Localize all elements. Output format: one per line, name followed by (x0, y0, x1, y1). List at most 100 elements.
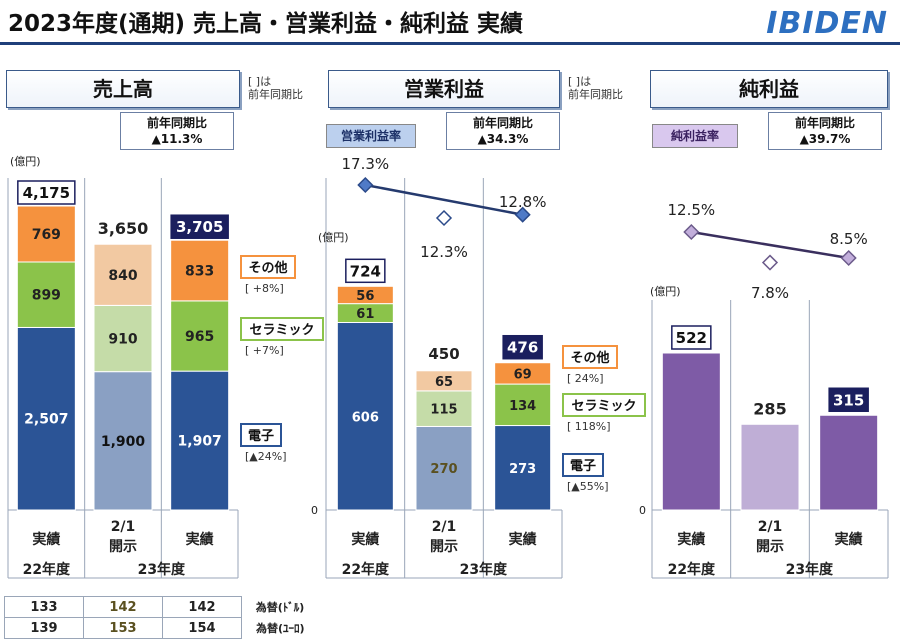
sales-bar-electronics (170, 370, 230, 511)
net-margin-point (840, 249, 857, 267)
sales-seg-ceramics-label: セラミック (249, 323, 314, 338)
sales-cat-label: 実績 (186, 531, 214, 548)
op-cat-label: 実績 (509, 531, 537, 548)
op-bar-value: 56 (356, 289, 374, 304)
op-cat-label: 実績 (351, 531, 379, 548)
sales-yoy-box: 前年同期比 ▲11.3% (120, 112, 234, 150)
net-cat-label: 開示 (756, 539, 784, 555)
net-margin-point (683, 223, 700, 241)
op-seg-other-yoy: [ 24%] (567, 372, 604, 385)
net-total-label: 285 (753, 399, 786, 418)
op-bar-value: 69 (514, 367, 532, 382)
fx-cell: 153 (83, 617, 163, 639)
sales-bar-other (93, 243, 153, 306)
op-bracket-note: [ ]は 前年同期比 (568, 75, 623, 101)
op-seg-other-box (562, 345, 618, 369)
sales-cat-label: 実績 (32, 531, 60, 548)
net-fy-label: 22年度 (668, 561, 716, 578)
sales-bar-electronics (93, 371, 153, 511)
op-cat-label: 2/1 (432, 519, 457, 535)
page-title: 2023年度(通期) 売上高・営業利益・純利益 実績 (8, 11, 524, 37)
net-cat-label: 実績 (835, 531, 863, 548)
op-bar-value: 273 (509, 462, 536, 477)
sales-seg-ceramics-yoy: [ +7%] (245, 344, 284, 357)
op-margin-point (357, 176, 374, 194)
op-cat-label: 開示 (430, 539, 458, 555)
op-total-label: 724 (350, 262, 381, 280)
net-cat-label: 実績 (677, 531, 705, 548)
sales-fy-label: 22年度 (23, 561, 71, 578)
op-margin-point (435, 209, 453, 227)
net-cat-label: 2/1 (758, 519, 783, 535)
sales-seg-ceramics-box (240, 317, 324, 341)
op-fy-label: 22年度 (342, 561, 390, 578)
op-bar-electronics (494, 425, 552, 511)
net-margin-label: 12.5% (668, 201, 716, 219)
sales-seg-other-box (240, 255, 296, 279)
op-total-label: 450 (428, 345, 459, 363)
sales-bar-value: 1,900 (101, 434, 146, 450)
op-margin-point (514, 206, 531, 223)
sales-bar-ceramics (93, 304, 153, 373)
sales-cat-label: 2/1 (111, 519, 136, 535)
net-zero-label: 0 (639, 504, 646, 517)
op-seg-ceramics-box (562, 393, 646, 417)
fx-row-usd: 133 142 142 為替(ﾄﾞﾙ) (4, 596, 319, 618)
op-seg-ceramics-label: セラミック (571, 399, 636, 414)
fx-label: 為替(ﾄﾞﾙ) (255, 601, 305, 614)
net-yoy-box: 前年同期比 ▲39.7% (768, 112, 882, 150)
sales-bar-value: 2,507 (24, 412, 68, 428)
net-margin-tag: 純利益率 (652, 124, 738, 148)
sales-seg-other-label: その他 (248, 260, 287, 276)
fx-cell: 154 (162, 617, 242, 639)
net-fy-label: 23年度 (786, 561, 834, 578)
sales-bar-electronics (16, 326, 76, 511)
op-total-label: 476 (507, 339, 538, 357)
sales-bar-value: 833 (185, 264, 214, 280)
sales-seg-electronics-label: 電子 (248, 429, 274, 444)
op-seg-other-label: その他 (570, 350, 609, 366)
sales-fy-label: 23年度 (138, 561, 186, 578)
sales-bar-ceramics (170, 300, 230, 372)
company-logo: IBIDEN (766, 6, 888, 41)
sales-seg-electronics-yoy: [▲24%] (245, 450, 287, 463)
sales-total-label-box (17, 180, 76, 205)
fx-cell: 139 (4, 617, 84, 639)
op-unit-label: (億円) (318, 231, 349, 244)
title-divider (0, 42, 900, 45)
sales-cat-label: 開示 (109, 539, 137, 555)
net-total-label: 315 (833, 391, 864, 409)
fx-cell: 142 (83, 596, 163, 618)
op-bar-other (415, 370, 473, 392)
sales-unit-label: (億円) (10, 155, 41, 168)
sales-bar-value: 840 (108, 268, 137, 284)
op-bar-value: 606 (352, 410, 379, 425)
op-seg-electronics-label: 電子 (570, 459, 596, 474)
op-seg-electronics-box (562, 453, 604, 477)
op-seg-electronics-yoy: [▲55%] (567, 480, 609, 493)
sales-seg-electronics-box (240, 423, 282, 447)
fx-table: 133 142 142 為替(ﾄﾞﾙ) 139 153 154 為替(ﾕｰﾛ) (4, 596, 319, 639)
op-zero-label: 0 (311, 504, 318, 517)
fx-row-eur: 139 153 154 為替(ﾕｰﾛ) (4, 617, 319, 639)
sales-bar-value: 899 (32, 288, 61, 304)
op-total-label-box (345, 258, 386, 284)
net-panel-title: 純利益 (650, 70, 888, 108)
net-bar (819, 414, 879, 511)
sales-bracket-note: [ ]は 前年同期比 (248, 75, 303, 101)
op-margin-label: 17.3% (342, 155, 390, 173)
net-bar (740, 423, 800, 511)
op-bar-ceramics (415, 390, 473, 427)
op-bar-ceramics (494, 383, 552, 427)
op-margin-label: 12.8% (499, 193, 547, 211)
sales-bar-value: 910 (108, 332, 137, 348)
op-total-label-box (502, 334, 543, 360)
sales-bar-other (16, 205, 76, 263)
sales-total-label: 4,175 (23, 184, 70, 202)
net-margin-label: 8.5% (830, 230, 868, 248)
net-bar (661, 352, 721, 511)
sales-bar-value: 1,907 (178, 434, 222, 450)
op-margin-line (365, 183, 523, 216)
net-unit-label: (億円) (650, 285, 681, 298)
